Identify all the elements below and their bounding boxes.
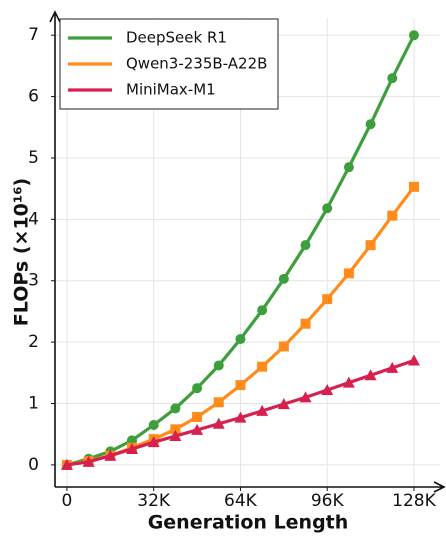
y-tick-label: 4 <box>28 209 39 229</box>
marker <box>278 273 289 284</box>
marker <box>212 417 225 429</box>
y-tick-label: 0 <box>28 455 39 475</box>
marker <box>170 424 181 435</box>
y-tick-label: 7 <box>28 25 39 45</box>
marker <box>234 411 247 423</box>
marker <box>192 383 203 394</box>
x-tick-label: 128K <box>392 491 436 511</box>
legend-label: Qwen3-235B-A22B <box>126 55 267 73</box>
marker <box>365 240 376 251</box>
marker <box>365 119 376 130</box>
marker <box>148 419 159 430</box>
y-tick-label: 6 <box>28 87 39 107</box>
marker <box>256 404 269 416</box>
marker <box>82 455 95 467</box>
marker <box>387 73 398 84</box>
marker <box>147 436 160 448</box>
marker <box>408 30 419 41</box>
legend-label: MiniMax-M1 <box>126 81 216 99</box>
marker <box>322 294 333 305</box>
x-tick-label: 0 <box>62 491 73 511</box>
marker <box>169 430 182 442</box>
marker <box>343 162 354 173</box>
marker <box>322 203 333 214</box>
x-axis <box>55 481 446 493</box>
plot <box>60 30 420 470</box>
legend-label: DeepSeek R1 <box>126 29 227 47</box>
marker <box>257 361 268 372</box>
x-tick-label: 64K <box>224 491 258 511</box>
marker <box>321 384 334 396</box>
marker <box>277 398 290 410</box>
marker <box>257 305 268 316</box>
marker <box>191 423 204 435</box>
marker <box>213 360 224 371</box>
marker <box>408 181 419 192</box>
marker <box>386 361 399 373</box>
y-tick-label: 5 <box>28 148 39 168</box>
y-tick-label: 3 <box>28 271 39 291</box>
marker <box>300 240 311 251</box>
marker <box>364 369 377 381</box>
marker <box>343 268 354 279</box>
marker <box>342 376 355 388</box>
marker <box>126 442 138 454</box>
y-tick-label: 2 <box>28 332 39 352</box>
marker <box>300 318 311 329</box>
marker <box>235 380 246 391</box>
marker <box>387 210 398 221</box>
x-axis-title: Generation Length <box>148 512 349 534</box>
marker <box>170 403 181 414</box>
marker <box>213 397 224 408</box>
marker <box>278 341 289 352</box>
y-tick-label: 1 <box>28 394 39 414</box>
marker <box>407 354 420 366</box>
x-tick-label: 32K <box>137 491 171 511</box>
marker <box>235 334 246 345</box>
legend: DeepSeek R1 Qwen3-235B-A22B MiniMax-M1 <box>59 18 279 110</box>
marker <box>60 458 73 470</box>
marker <box>104 449 117 461</box>
y-axis <box>49 10 61 487</box>
marker <box>299 391 312 403</box>
marker <box>192 412 203 423</box>
x-tick-label: 96K <box>311 491 345 511</box>
y-axis-title: FLOPs (×10¹⁶) <box>11 178 33 326</box>
